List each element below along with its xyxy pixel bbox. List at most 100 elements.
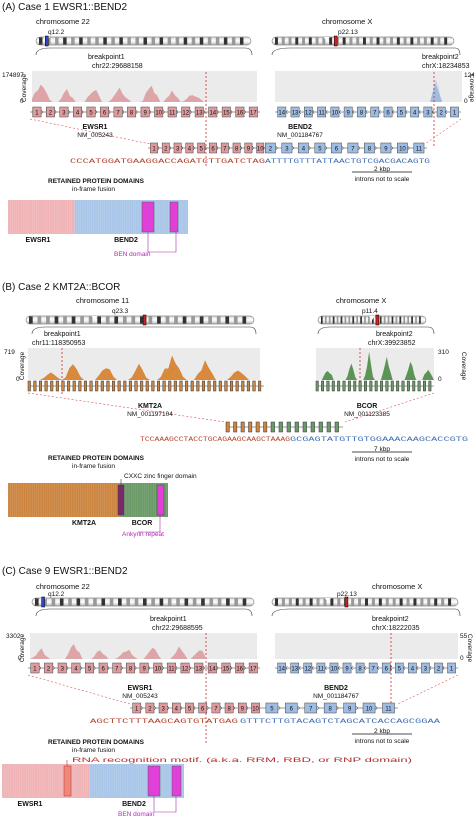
cytoband [344, 316, 347, 324]
panel-a-ben-domain-1 [141, 201, 155, 233]
panel-a-zoom-bracket-left [35, 47, 253, 56]
panel-b-kmt2a-track-exon [213, 380, 217, 392]
panel-b-left-gene: KMT2A [138, 403, 162, 410]
cytoband [192, 598, 197, 606]
cytoband [407, 316, 410, 324]
cytoband [336, 316, 339, 324]
cytoband [369, 37, 373, 45]
cytoband [135, 37, 139, 45]
cytoband [332, 316, 335, 324]
panel-c-chr22 [31, 596, 255, 608]
panel-a-ewsr1-track-exon-number: 9 [143, 111, 147, 117]
panel-b-zoom-line-left [27, 392, 226, 423]
cytoband [410, 37, 414, 45]
panel-c-fusion-left-exon [211, 702, 221, 714]
panel-a-ewsr1-track-exon-number: 16 [236, 111, 243, 117]
cytoband [423, 37, 427, 45]
panel-a-ewsr1-track-exon-number: 7 [116, 111, 120, 117]
panel-a-fusion-left-exon-number: 3 [176, 147, 180, 153]
panel-a-fusion-right-exon-number: 11 [416, 147, 423, 153]
panel-b-kmt2a-track-exon [156, 380, 161, 392]
panel-a-bend2-track-exon-number: 13 [292, 111, 299, 117]
panel-a-right-cov-min: 0 [464, 98, 468, 105]
cytoband [54, 316, 59, 324]
panel-a-bend2-track-exon-number: 7 [373, 111, 377, 117]
intron-arrow-icon [162, 665, 164, 671]
cytoband [372, 316, 374, 324]
intron-arrow-icon [240, 145, 242, 151]
panel-b-bcor-track-exon [369, 380, 373, 392]
panel-c-left-chrom: chromosome 22 [36, 582, 90, 591]
panel-b-bcor-track-exon [417, 380, 421, 392]
panel-b-kmt2a-track-exon [95, 380, 99, 392]
intron-arrow-icon [339, 109, 341, 115]
panel-c-domain-right: BEND2 [122, 801, 146, 808]
panel-b-fusion-left-exon [240, 421, 245, 433]
cytoband [63, 316, 67, 324]
panel-c-left-band: q12.2 [48, 591, 65, 598]
panel-c-bp1-coord: chr22:29688595 [152, 625, 203, 632]
panel-a-fusion-left-exon-number: 6 [211, 147, 215, 153]
panel-b-kmt2a-track-exon [190, 380, 194, 392]
panel-a-fusion-left-exon [197, 142, 206, 154]
cytoband [76, 598, 81, 606]
intron-arrow-icon [429, 665, 432, 671]
intron-arrow-icon [162, 109, 165, 115]
panel-b-scale-label: 7 kbp [374, 446, 390, 453]
panel-b-bp2-label: breakpoint2 [376, 331, 413, 338]
panel-b-domain-right: BCOR [132, 520, 153, 527]
cytoband [358, 598, 362, 606]
panel-c-right-transcript: NM_001184767 [313, 693, 359, 700]
cytoband [93, 598, 97, 606]
panel-a-ewsr1-track-exon [45, 106, 55, 118]
panel-c-fusion-right-exon-number: 9 [348, 707, 352, 713]
intron-arrow-icon [154, 705, 156, 711]
panel-c-right-cov-min: 0 [460, 655, 464, 662]
panel-c-bend2-track-exon-number: 7 [371, 667, 375, 673]
panel-c-bend2-track: 14 13 12 11 10 9 8 7 6 5 4 3 2 1 [275, 662, 458, 674]
panel-c-ewsr1-track-exon-number: 12 [182, 667, 189, 673]
panel-c-bend2-track-exon-number: 10 [331, 667, 338, 673]
intron-arrow-icon [365, 109, 368, 115]
panel-c-ewsr1-track-exon-number: 15 [223, 667, 230, 673]
panel-a-ewsr1-track-exon-number: 4 [76, 111, 80, 117]
panel-c-inframe: in-frame fusion [72, 747, 115, 754]
panel-a-retained-title: RETAINED PROTEIN DOMAINS [48, 178, 145, 185]
intron-arrow-icon [134, 665, 137, 671]
cytoband [356, 316, 359, 324]
cytoband [349, 37, 353, 45]
intron-arrow-icon [375, 705, 378, 711]
intron-arrow-icon [312, 109, 315, 115]
intron-arrow-icon [285, 109, 288, 115]
cytoband [88, 316, 93, 324]
panel-c-seq-right: GTTTCTTGTACAGTCTAGCATCACCAGCGGAA [240, 718, 440, 725]
cytoband [159, 37, 164, 45]
panel-a-domain-right: BEND2 [114, 237, 138, 244]
panel-c-right-cov-axis: Coverage [466, 634, 473, 663]
panel-b-right-cov-axis: Coverage [460, 352, 467, 381]
panel-b-kmt2a-track-exon [151, 380, 155, 392]
panel-c-ewsr1-track-exon [235, 662, 245, 674]
cytoband [157, 316, 161, 324]
panel-b-retained-title: RETAINED PROTEIN DOMAINS [48, 455, 145, 462]
panel-b-kmt2a-track-exon [106, 380, 110, 392]
panel-c-bend2-track-exon-number: 8 [358, 667, 362, 673]
panel-a-bend2-track-exon-number: 10 [332, 111, 339, 117]
panel-b-kmt2a-track-exon [168, 380, 172, 392]
cytoband [119, 37, 123, 45]
panel-a-ewsr1-track-exon [100, 106, 109, 118]
cytoband [330, 598, 334, 606]
panel-c-fusion-right-exon [343, 702, 356, 714]
panel-a-fusion-right-exon-number: 9 [384, 147, 388, 153]
intron-arrow-icon [391, 145, 394, 151]
cytoband [176, 598, 180, 606]
panel-a-ewsr1-track-exon-number: 6 [103, 111, 107, 117]
cytoband [406, 598, 410, 606]
panel-c-ewsr1-track-exon-number: 6 [102, 667, 106, 673]
panel-a-right-gene: BEND2 [288, 124, 312, 131]
panel-c-fusion-left-exon [185, 702, 194, 714]
panel-a-fusion-left-exon [150, 142, 158, 154]
panel-b-fusion-left-exon [255, 421, 260, 433]
centromere [369, 316, 375, 320]
panel-a-ewsr1-track-exon [32, 106, 42, 118]
